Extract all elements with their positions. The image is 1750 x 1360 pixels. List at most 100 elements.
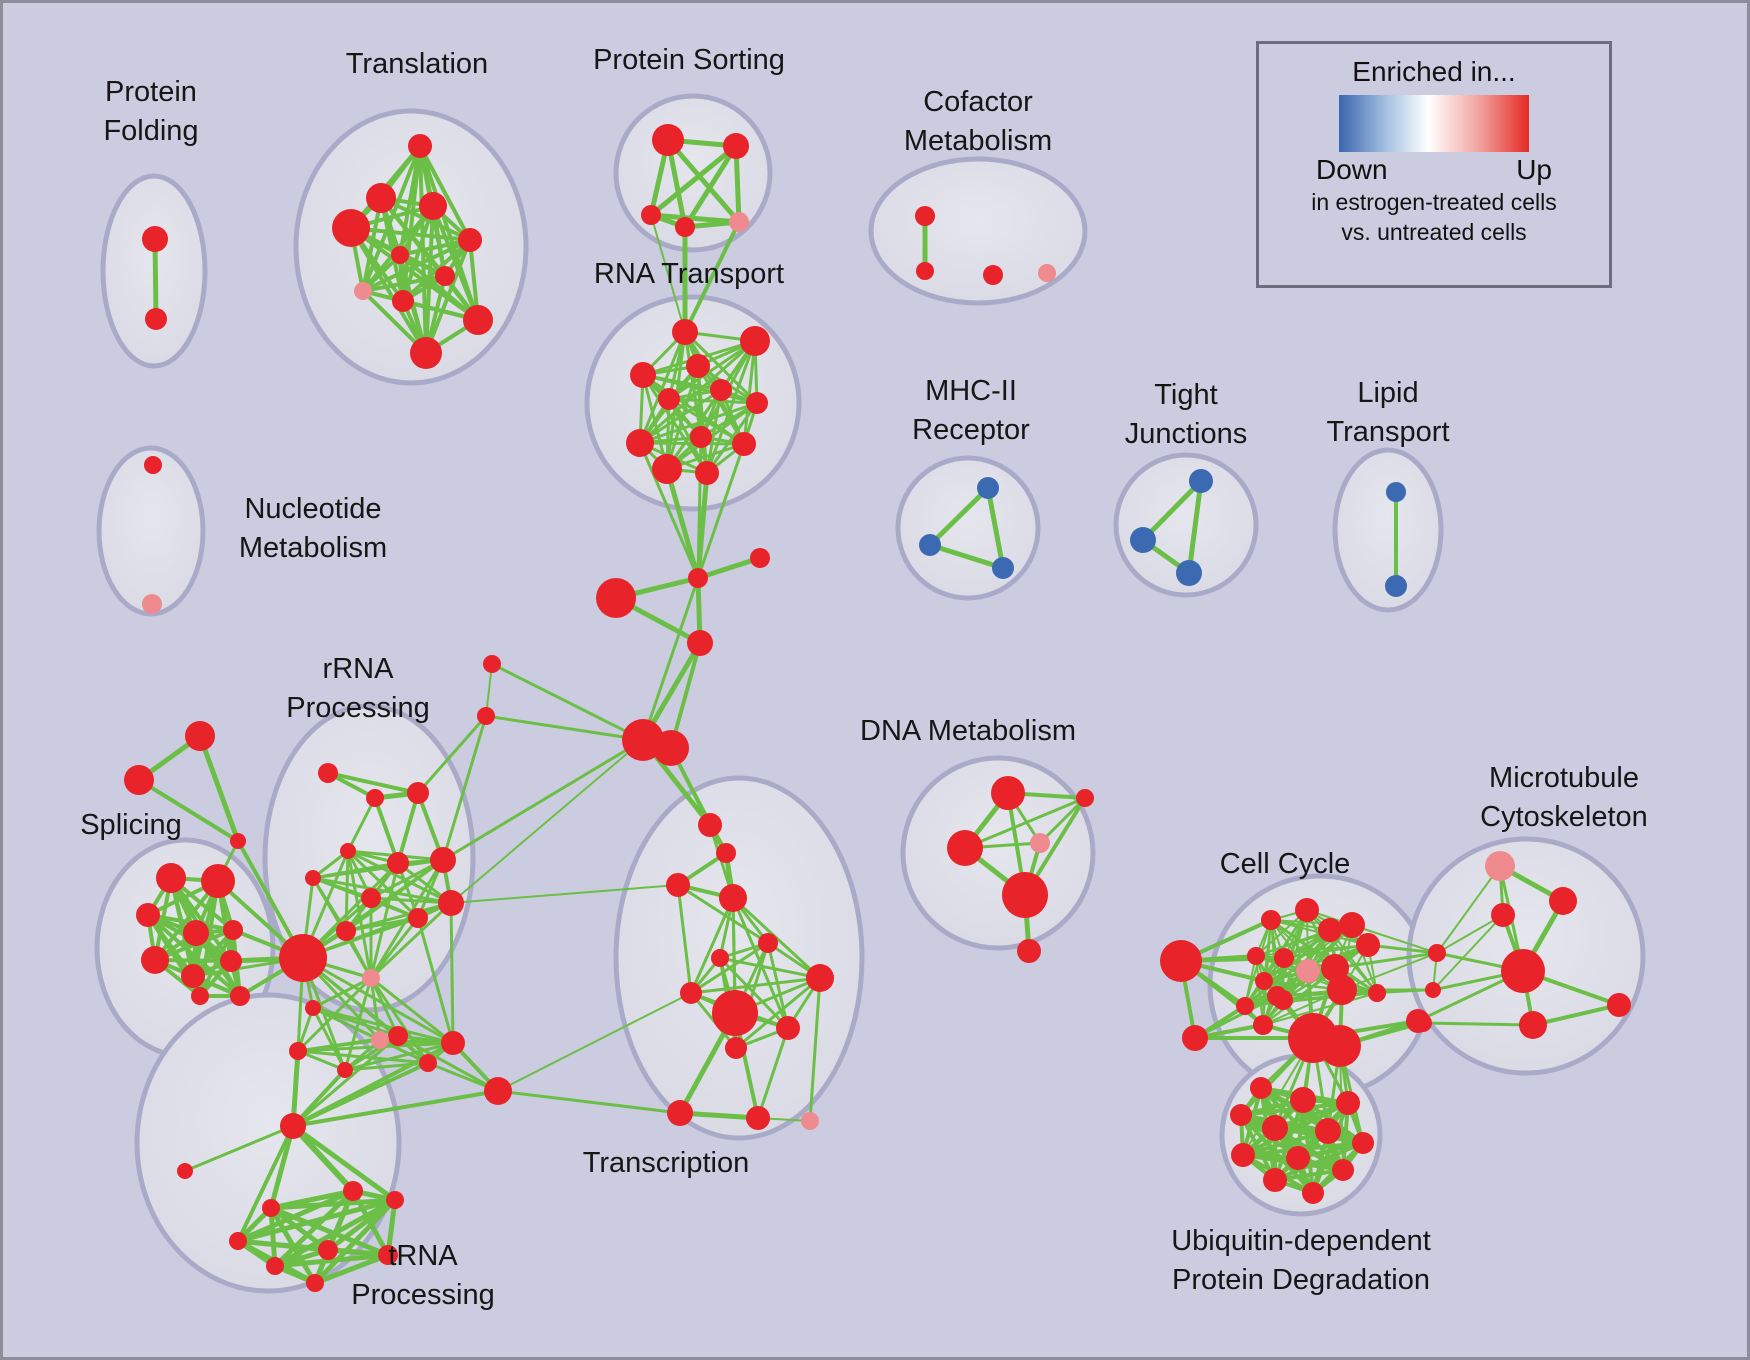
node-rr11[interactable]: [438, 890, 464, 916]
node-mt2[interactable]: [1549, 887, 1577, 915]
node-tx2[interactable]: [716, 843, 736, 863]
node-rt7[interactable]: [746, 392, 768, 414]
node-cf4[interactable]: [1038, 264, 1056, 282]
node-tx13[interactable]: [746, 1106, 770, 1130]
node-tx7[interactable]: [680, 982, 702, 1004]
node-ub3[interactable]: [1336, 1091, 1360, 1115]
node-pf2[interactable]: [145, 308, 167, 330]
node-rrh[interactable]: [279, 934, 327, 982]
node-tn5[interactable]: [262, 1199, 280, 1217]
node-tx3[interactable]: [666, 873, 690, 897]
node-ch4[interactable]: [687, 630, 713, 656]
node-tn1[interactable]: [280, 1113, 306, 1139]
node-cc5[interactable]: [1318, 918, 1342, 942]
node-nm2[interactable]: [142, 594, 162, 614]
node-rr15[interactable]: [441, 1031, 465, 1055]
node-cc10[interactable]: [1296, 959, 1320, 983]
node-sp5[interactable]: [223, 920, 243, 940]
node-tr10[interactable]: [463, 305, 493, 335]
node-cf2[interactable]: [916, 262, 934, 280]
node-tn4[interactable]: [386, 1191, 404, 1209]
node-ub7[interactable]: [1352, 1132, 1374, 1154]
node-tx6[interactable]: [711, 949, 729, 967]
node-tx9[interactable]: [712, 990, 758, 1036]
node-ps5[interactable]: [729, 212, 749, 232]
node-tx8[interactable]: [806, 964, 834, 992]
node-cf1[interactable]: [915, 206, 935, 226]
node-cc16[interactable]: [1236, 997, 1254, 1015]
node-rr10[interactable]: [408, 908, 428, 928]
node-cc3[interactable]: [1261, 910, 1281, 930]
node-tr6[interactable]: [391, 246, 409, 264]
node-dm1[interactable]: [991, 776, 1025, 810]
node-ub9[interactable]: [1286, 1146, 1310, 1170]
node-sp9[interactable]: [191, 987, 209, 1005]
node-tr8[interactable]: [354, 282, 372, 300]
node-dm3[interactable]: [947, 830, 983, 866]
node-rr5[interactable]: [387, 852, 409, 874]
node-cf3[interactable]: [983, 265, 1003, 285]
node-ch1[interactable]: [688, 568, 708, 588]
node-bg2[interactable]: [1425, 982, 1441, 998]
node-cc17[interactable]: [1253, 1015, 1273, 1035]
node-ub5[interactable]: [1262, 1115, 1288, 1141]
node-tx4[interactable]: [719, 884, 747, 912]
node-tx11[interactable]: [725, 1037, 747, 1059]
node-tr9[interactable]: [392, 290, 414, 312]
node-rt11[interactable]: [652, 454, 682, 484]
node-tj2[interactable]: [1130, 527, 1156, 553]
node-rr18[interactable]: [337, 1062, 353, 1078]
node-rr6[interactable]: [430, 847, 456, 873]
node-rt5[interactable]: [710, 379, 732, 401]
node-rr3[interactable]: [407, 782, 429, 804]
node-ub6[interactable]: [1315, 1118, 1341, 1144]
node-cc4[interactable]: [1295, 898, 1319, 922]
node-bg1[interactable]: [1428, 944, 1446, 962]
node-rr7[interactable]: [305, 870, 321, 886]
node-rr14[interactable]: [388, 1026, 408, 1046]
node-cc7[interactable]: [1356, 933, 1380, 957]
node-ch2[interactable]: [596, 578, 636, 618]
node-nm1[interactable]: [144, 456, 162, 474]
node-tn7[interactable]: [318, 1240, 338, 1260]
node-ch6[interactable]: [653, 730, 689, 766]
node-tx12[interactable]: [667, 1100, 693, 1126]
node-sp8[interactable]: [181, 964, 205, 988]
node-rr20[interactable]: [484, 1077, 512, 1105]
node-mt1[interactable]: [1485, 851, 1515, 881]
node-ch8[interactable]: [477, 707, 495, 725]
node-ub12[interactable]: [1302, 1182, 1324, 1204]
node-ub10[interactable]: [1332, 1159, 1354, 1181]
node-rt12[interactable]: [695, 461, 719, 485]
node-rt3[interactable]: [630, 362, 656, 388]
node-tn3[interactable]: [343, 1181, 363, 1201]
node-ps3[interactable]: [641, 205, 661, 225]
node-sp3[interactable]: [136, 903, 160, 927]
node-dm4[interactable]: [1030, 833, 1050, 853]
node-sp2[interactable]: [201, 864, 235, 898]
node-rr4[interactable]: [340, 843, 356, 859]
node-st1[interactable]: [185, 721, 215, 751]
node-rt10[interactable]: [732, 432, 756, 456]
node-mh1[interactable]: [977, 477, 999, 499]
node-mt3[interactable]: [1491, 903, 1515, 927]
node-cc9[interactable]: [1274, 948, 1294, 968]
node-ub2[interactable]: [1290, 1087, 1316, 1113]
node-tn8[interactable]: [266, 1257, 284, 1275]
node-tj3[interactable]: [1176, 560, 1202, 586]
node-rt8[interactable]: [626, 429, 654, 457]
node-lt1[interactable]: [1386, 482, 1406, 502]
node-tj1[interactable]: [1189, 469, 1213, 493]
node-sp4[interactable]: [183, 920, 209, 946]
node-tr3[interactable]: [419, 192, 447, 220]
node-cc6[interactable]: [1339, 912, 1365, 938]
node-rr12[interactable]: [362, 969, 380, 987]
node-tr5[interactable]: [458, 228, 482, 252]
node-dm2[interactable]: [1076, 789, 1094, 807]
node-sp1[interactable]: [156, 863, 186, 893]
node-tn6[interactable]: [229, 1232, 247, 1250]
node-rt6[interactable]: [658, 388, 680, 410]
node-tx14[interactable]: [801, 1112, 819, 1130]
node-mt4[interactable]: [1501, 949, 1545, 993]
node-ps2[interactable]: [723, 133, 749, 159]
